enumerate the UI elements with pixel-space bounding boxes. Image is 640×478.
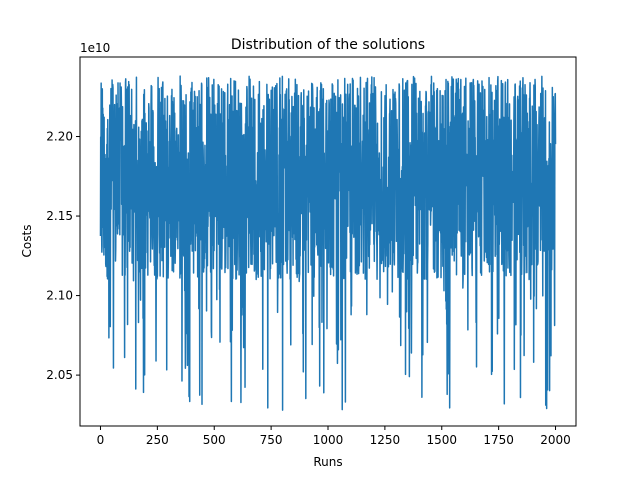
x-axis-label: Runs (313, 455, 342, 469)
x-tick-label: 500 (203, 433, 226, 447)
chart-title: Distribution of the solutions (231, 37, 425, 53)
y-offset-label: 1e10 (80, 41, 110, 55)
x-tick-label: 750 (260, 433, 283, 447)
line-series (99, 75, 557, 411)
x-tick-label: 1750 (483, 433, 514, 447)
y-tick-label: 2.10 (46, 289, 73, 303)
x-axis: 0 250 500 750 1000 1250 1500 1750 2000 (97, 426, 571, 447)
x-tick-label: 1000 (313, 433, 344, 447)
x-tick-label: 1500 (426, 433, 457, 447)
x-tick-label: 250 (146, 433, 169, 447)
x-tick-label: 2000 (540, 433, 571, 447)
y-axis-label: Costs (20, 225, 34, 258)
x-tick-label: 0 (97, 433, 105, 447)
series-line (99, 75, 557, 411)
y-tick-label: 2.20 (46, 130, 73, 144)
y-tick-label: 2.15 (46, 209, 73, 223)
x-tick-label: 1250 (370, 433, 401, 447)
y-axis: 2.05 2.10 2.15 2.20 (46, 130, 80, 382)
y-tick-label: 2.05 (46, 368, 73, 382)
